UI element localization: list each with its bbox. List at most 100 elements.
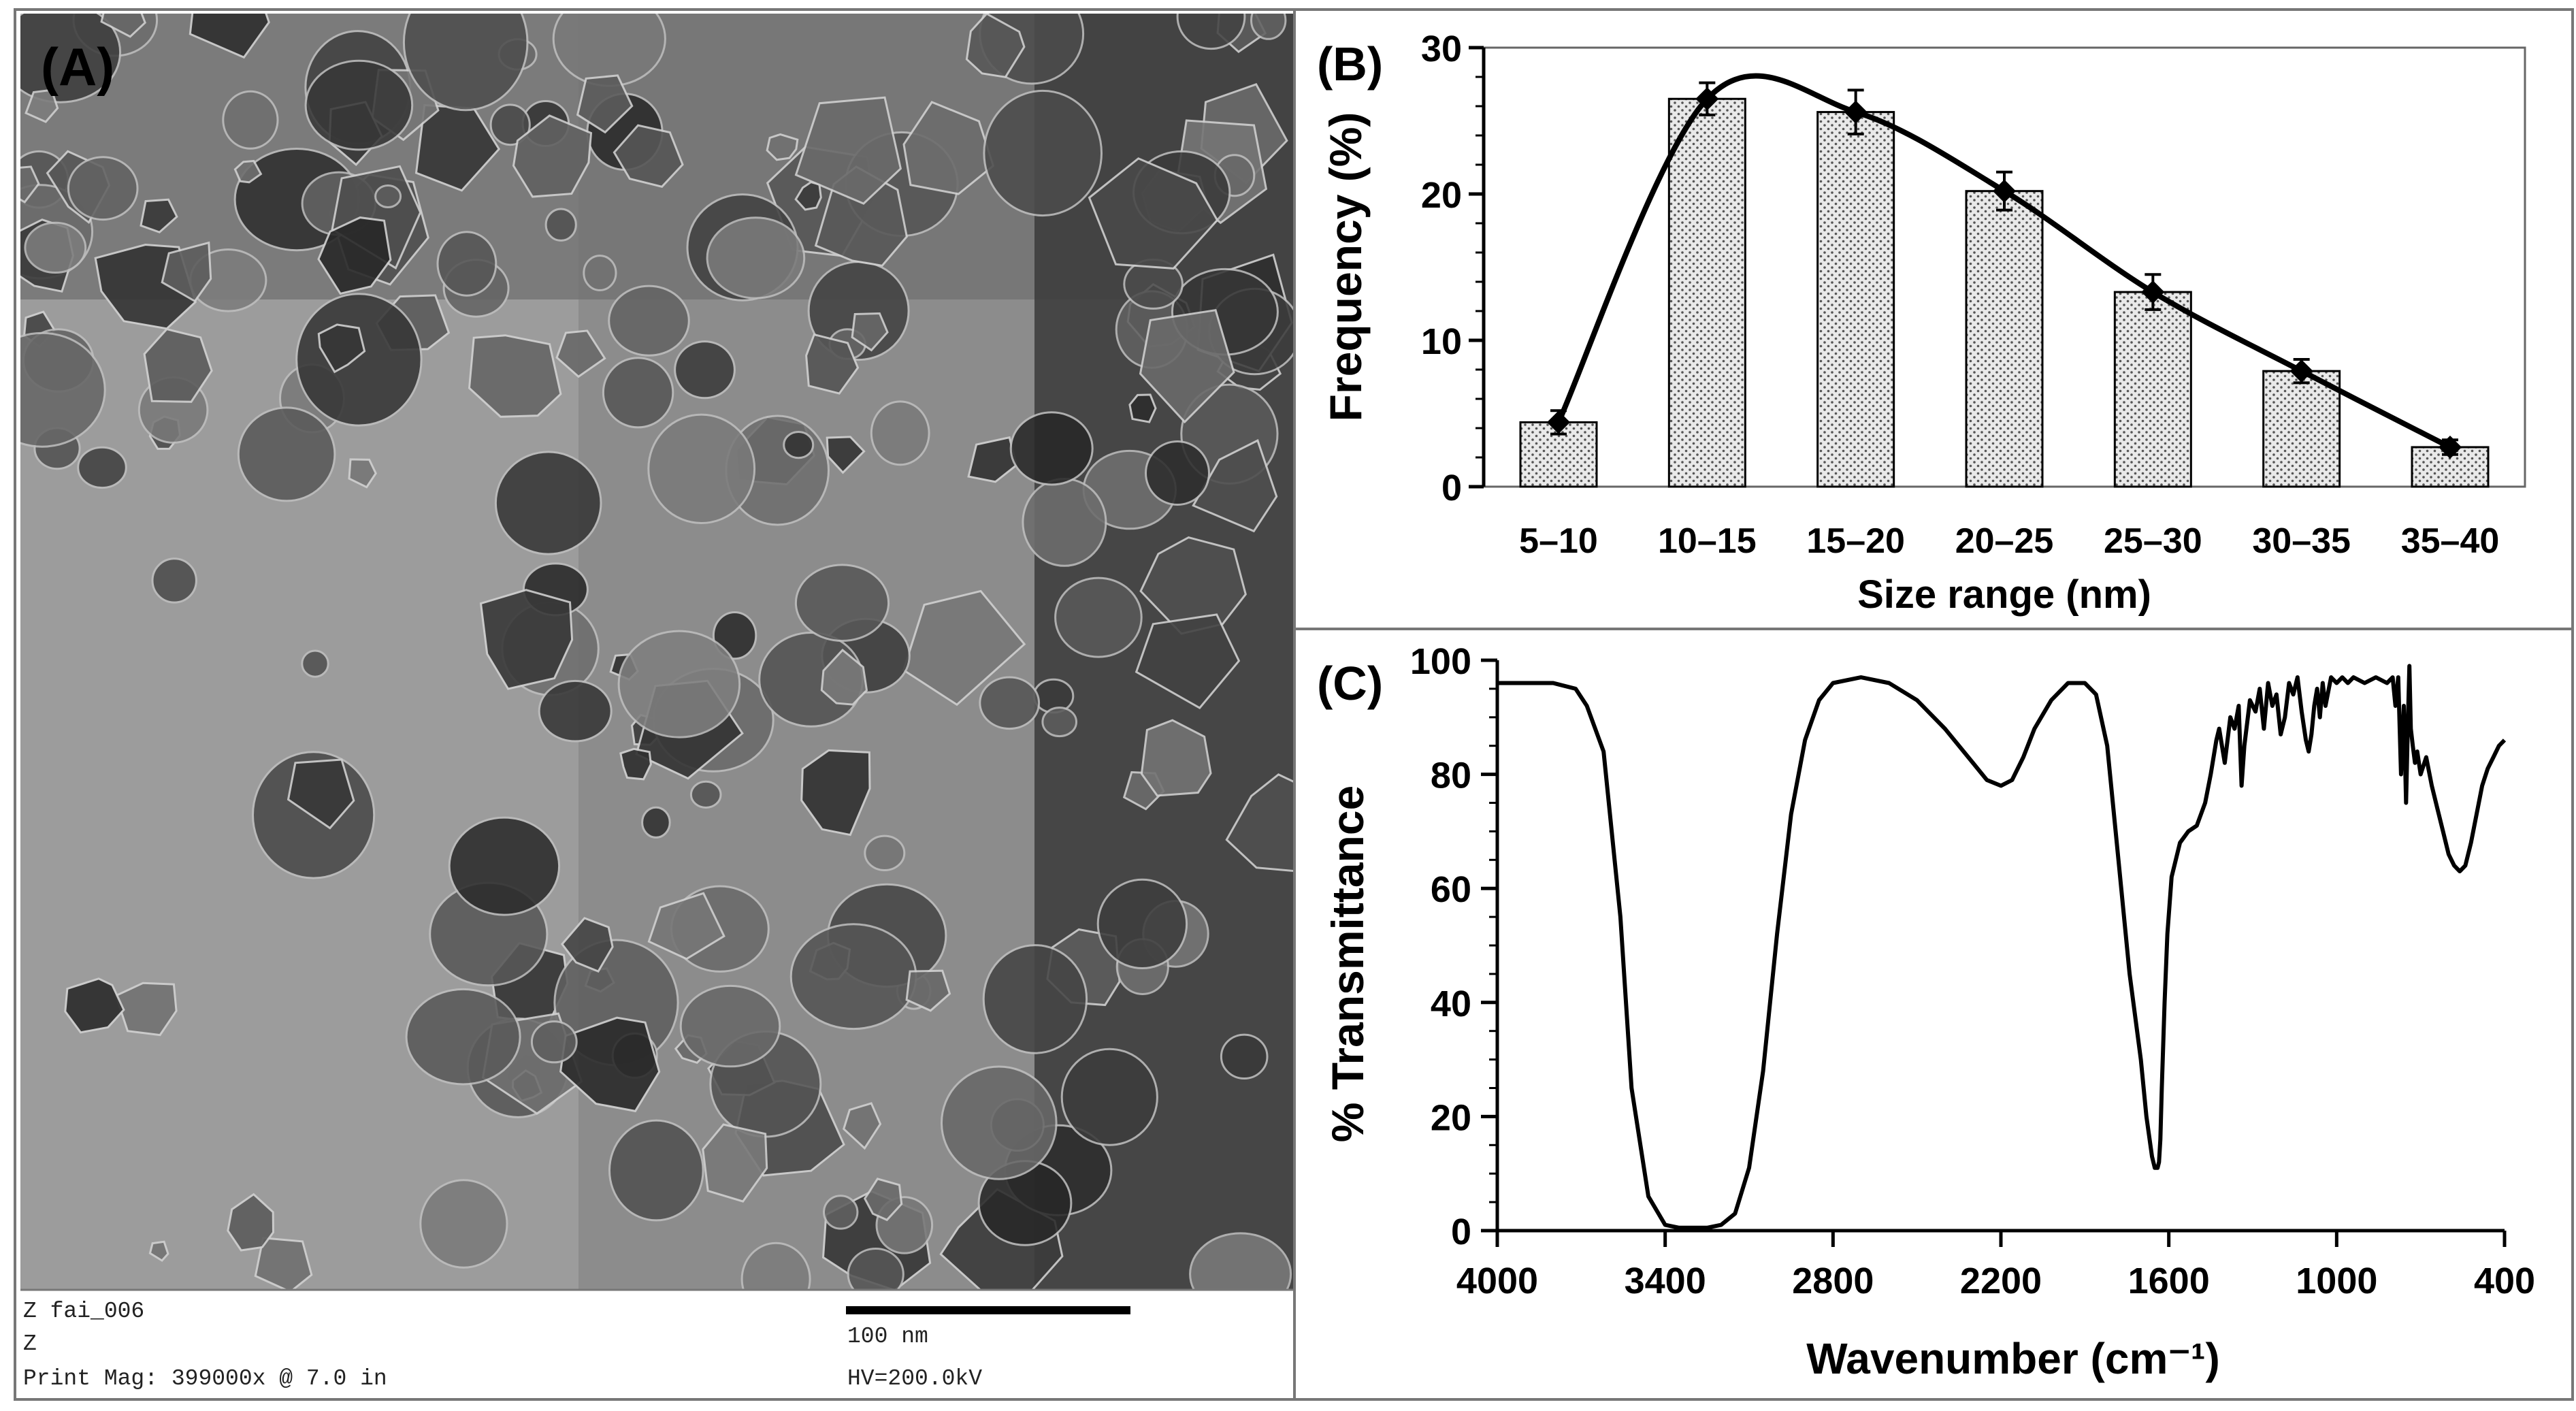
particle xyxy=(826,436,866,474)
particle xyxy=(982,944,1088,1054)
c-y-tick-label: 60 xyxy=(1431,869,1471,910)
particle xyxy=(20,14,122,103)
particle xyxy=(706,216,806,299)
info-line-3: Print Mag: 399000x @ 7.0 in xyxy=(23,1366,387,1391)
particle xyxy=(965,14,1026,78)
c-y-tick-label: 100 xyxy=(1410,641,1471,682)
particle xyxy=(1189,1232,1292,1290)
particle xyxy=(143,327,213,403)
particle xyxy=(613,124,684,188)
particle xyxy=(851,312,889,352)
particle xyxy=(287,758,355,830)
b-point xyxy=(1844,100,1868,124)
particle xyxy=(436,231,498,297)
particle xyxy=(679,984,781,1068)
particle xyxy=(1176,14,1246,50)
particle xyxy=(189,14,270,59)
c-spectrum-line xyxy=(1497,664,2507,1230)
b-bar xyxy=(1667,97,1746,488)
particle xyxy=(1096,878,1188,970)
particle xyxy=(24,221,87,274)
particle xyxy=(800,749,871,837)
particle xyxy=(647,892,725,960)
particle xyxy=(448,816,561,916)
particle xyxy=(77,446,127,489)
particle xyxy=(1088,157,1219,270)
panel-a-label: (A) xyxy=(41,37,114,97)
particle xyxy=(1009,411,1094,486)
panel-c-border xyxy=(1293,628,2574,1401)
b-x-tick-label: 15–20 xyxy=(1806,521,1905,561)
b-x-tick-label: 30–35 xyxy=(2252,521,2351,561)
particle xyxy=(905,969,951,1012)
particle xyxy=(1054,577,1143,658)
particle xyxy=(374,184,402,208)
b-x-tick-label: 5–10 xyxy=(1519,521,1598,561)
particle xyxy=(1022,478,1107,567)
b-bars xyxy=(1519,97,2490,488)
particle xyxy=(555,329,606,378)
particle xyxy=(789,923,917,1031)
info-line-2: Z xyxy=(23,1331,37,1357)
voltage-label: HV=200.0kV xyxy=(847,1366,982,1391)
particle xyxy=(414,103,501,192)
b-y-ticks: 0 10 20 30 xyxy=(1421,29,1484,508)
particle xyxy=(468,334,562,418)
panel-a: (A) Z fai_006 Z Print Mag: 399000x @ 7.0… xyxy=(14,8,1305,1401)
b-x-tick-label: 35–40 xyxy=(2401,521,2500,561)
particle xyxy=(647,413,756,524)
panel-b: 0 10 20 30 5–10 10–15 15–20 20–25 25–30 30–35 35–… xyxy=(1293,8,2574,632)
particle xyxy=(1220,1033,1269,1080)
c-y-tick-label: 20 xyxy=(1431,1097,1471,1138)
b-point xyxy=(1547,410,1570,434)
particle xyxy=(641,806,671,839)
particle xyxy=(870,400,930,466)
c-x-tick-label: 2200 xyxy=(1960,1261,2042,1301)
c-x-tick-label: 1600 xyxy=(2128,1261,2210,1301)
c-x-tick-label: 2800 xyxy=(1792,1261,1874,1301)
b-x-axis-label: Size range (nm) xyxy=(1857,572,2151,617)
particle xyxy=(941,1065,1058,1180)
particle xyxy=(64,977,125,1034)
particle xyxy=(702,1123,768,1203)
scale-bar-label: 100 nm xyxy=(847,1324,928,1349)
particle xyxy=(619,747,652,781)
b-y-tick-label: 10 xyxy=(1421,321,1462,362)
particle xyxy=(222,90,279,150)
c-x-tick-label: 3400 xyxy=(1625,1261,1706,1301)
particle xyxy=(983,89,1103,217)
particle xyxy=(237,406,336,502)
particle xyxy=(512,114,593,198)
b-x-tick-label: 25–30 xyxy=(2104,521,2202,561)
b-point xyxy=(2289,359,2313,383)
particle xyxy=(712,611,757,660)
micrograph-image xyxy=(20,14,1295,1290)
c-y-tick-label: 0 xyxy=(1451,1212,1471,1252)
c-x-tick-label: 4000 xyxy=(1456,1261,1538,1301)
b-point xyxy=(2439,435,2462,459)
particle xyxy=(602,357,674,429)
particle xyxy=(794,564,890,643)
c-y-tick-label: 80 xyxy=(1431,756,1471,796)
b-bar xyxy=(2113,291,2192,488)
particle xyxy=(227,1193,275,1252)
particle xyxy=(301,649,329,678)
particles xyxy=(20,14,1295,1290)
particle xyxy=(489,103,531,146)
b-y-tick-label: 20 xyxy=(1421,175,1462,216)
particle xyxy=(151,557,197,604)
info-line-1: Z fai_006 xyxy=(23,1299,144,1324)
particle xyxy=(67,156,139,221)
particle xyxy=(617,630,741,739)
particle xyxy=(544,208,577,242)
particle xyxy=(402,14,529,112)
panel-b-label: (B) xyxy=(1317,37,1383,91)
particle xyxy=(847,1248,904,1290)
particle xyxy=(161,241,212,303)
particle xyxy=(1225,773,1295,873)
c-x-ticks: 4000 3400 2800 2200 1600 1000 400 xyxy=(1456,1231,2535,1301)
c-x-tick-label: 400 xyxy=(2474,1261,2535,1301)
particle xyxy=(783,431,815,459)
